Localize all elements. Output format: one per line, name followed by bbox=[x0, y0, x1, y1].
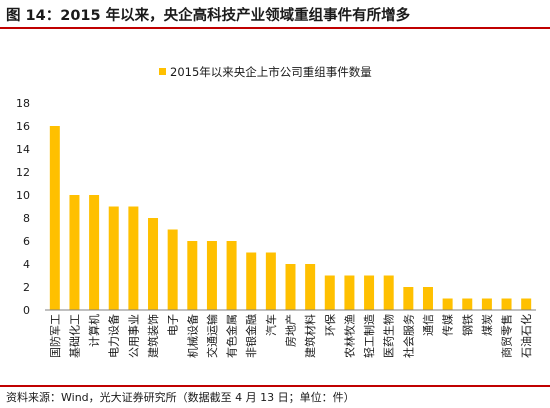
bar bbox=[187, 241, 198, 310]
bar bbox=[128, 206, 139, 310]
title-rule bbox=[0, 27, 550, 29]
y-tick-label: 2 bbox=[23, 281, 30, 294]
y-tick-label: 10 bbox=[16, 189, 30, 202]
legend-swatch bbox=[159, 68, 166, 75]
x-tick-label: 建筑材料 bbox=[303, 314, 317, 358]
bar bbox=[69, 195, 80, 310]
x-tick-label: 公用事业 bbox=[127, 314, 140, 358]
bar bbox=[462, 298, 473, 310]
y-tick-label: 0 bbox=[23, 304, 30, 317]
x-tick-label: 房地产 bbox=[284, 314, 298, 347]
bar bbox=[305, 264, 316, 310]
x-tick-label: 社会服务 bbox=[401, 314, 415, 358]
y-tick-label: 18 bbox=[16, 97, 30, 110]
x-tick-label: 轻工制造 bbox=[362, 314, 376, 358]
y-tick-label: 12 bbox=[16, 166, 30, 179]
x-tick-label: 汽车 bbox=[264, 314, 278, 336]
bar bbox=[403, 287, 414, 310]
bar bbox=[89, 195, 100, 310]
bar bbox=[521, 298, 532, 310]
x-tick-label: 钢铁 bbox=[461, 314, 474, 336]
bar bbox=[501, 298, 512, 310]
bar bbox=[324, 275, 335, 310]
y-tick-label: 14 bbox=[16, 143, 30, 156]
bar bbox=[167, 229, 178, 310]
x-tick-label: 医药生物 bbox=[382, 314, 396, 358]
figure-title: 图 14：2015 年以来，央企高科技产业领域重组事件有所增多 bbox=[6, 8, 411, 24]
x-tick-label: 通信 bbox=[422, 314, 435, 336]
bar bbox=[108, 206, 119, 310]
y-tick-label: 8 bbox=[23, 212, 30, 225]
bar bbox=[226, 241, 237, 310]
bar bbox=[383, 275, 394, 310]
source-note: 资料来源：Wind，光大证券研究所（数据截至 4 月 13 日；单位：件） bbox=[6, 391, 355, 404]
x-tick-label: 环保 bbox=[323, 314, 337, 336]
x-tick-label: 电力设备 bbox=[107, 314, 121, 358]
bar bbox=[344, 275, 355, 310]
bar bbox=[442, 298, 453, 310]
legend: 2015年以来央企上市公司重组事件数量 bbox=[159, 65, 372, 79]
x-tick-label: 有色金属 bbox=[225, 314, 239, 358]
bar bbox=[206, 241, 217, 310]
x-tick-label: 机械设备 bbox=[185, 314, 199, 358]
bar bbox=[265, 252, 276, 310]
bars bbox=[49, 126, 532, 310]
x-tick-label: 计算机 bbox=[87, 314, 101, 347]
x-tick-label: 传媒 bbox=[442, 314, 455, 336]
bar bbox=[481, 298, 492, 310]
x-axis-labels: 国防军工 基础化工 计算机 电力设备 公用事业 建筑装饰 电子 机械设备 交通运输 有色金属 非银金… bbox=[48, 314, 533, 358]
x-tick-label: 基础化工 bbox=[67, 314, 81, 358]
bar bbox=[285, 264, 296, 310]
x-tick-label: 农林牧渔 bbox=[342, 314, 356, 358]
x-tick-label: 商贸零售 bbox=[500, 314, 514, 358]
y-tick-label: 6 bbox=[23, 235, 30, 248]
legend-label: 2015年以来央企上市公司重组事件数量 bbox=[170, 65, 372, 79]
y-axis: 0 2 4 6 8 10 12 14 16 18 bbox=[16, 97, 30, 317]
source-rule bbox=[0, 385, 550, 387]
x-tick-label: 非银金融 bbox=[244, 314, 258, 358]
y-tick-label: 4 bbox=[23, 258, 30, 271]
bar bbox=[422, 287, 433, 310]
x-tick-label: 石油石化 bbox=[519, 314, 533, 358]
bar bbox=[364, 275, 375, 310]
bar bbox=[246, 252, 257, 310]
x-tick-label: 国防军工 bbox=[48, 314, 62, 358]
bar-chart: 2015年以来央企上市公司重组事件数量 0 2 4 6 8 10 12 14 16 18 国防军工… bbox=[16, 65, 536, 358]
x-tick-label: 电子 bbox=[167, 314, 180, 336]
bar bbox=[49, 126, 60, 310]
x-tick-label: 建筑装饰 bbox=[146, 314, 160, 358]
x-tick-label: 交通运输 bbox=[205, 314, 219, 358]
y-tick-label: 16 bbox=[16, 120, 30, 133]
x-tick-label: 煤炭 bbox=[481, 314, 494, 336]
bar bbox=[148, 218, 159, 310]
